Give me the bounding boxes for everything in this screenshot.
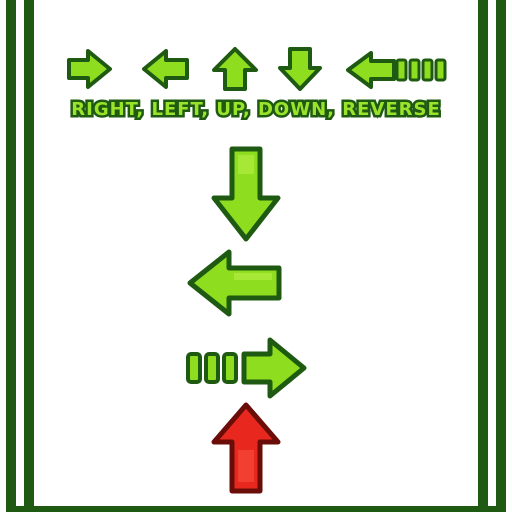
legend-reverse-arrow-icon — [346, 51, 447, 89]
left-border-outer — [6, 0, 16, 512]
legend-left-arrow-icon — [142, 49, 189, 89]
legend-right-arrow-icon — [67, 49, 112, 89]
right-border-outer — [496, 0, 506, 512]
left-border-inner — [24, 0, 34, 512]
bottom-border — [6, 506, 506, 512]
legend-label: RIGHT, LEFT, UP, DOWN, REVERSE — [69, 97, 442, 123]
sequence-up-arrow-icon-active — [211, 402, 281, 494]
right-border-inner — [478, 0, 488, 512]
legend-up-arrow-icon — [212, 47, 258, 91]
sequence-left-arrow-icon — [187, 249, 282, 317]
legend-down-arrow-icon — [278, 47, 322, 91]
sequence-down-arrow-icon — [211, 146, 281, 242]
sequence-reverse-right-arrow-icon — [186, 337, 307, 399]
